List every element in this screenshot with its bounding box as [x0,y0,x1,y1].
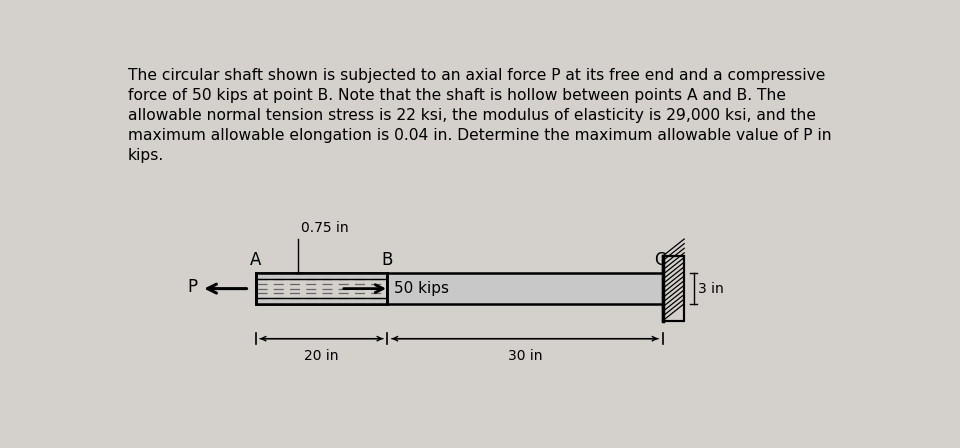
Text: force of 50 kips at point B. Note that the shaft is hollow between points A and : force of 50 kips at point B. Note that t… [128,88,785,103]
Text: The circular shaft shown is subjected to an axial force P at its free end and a : The circular shaft shown is subjected to… [128,68,826,82]
Bar [662,256,684,321]
Text: B: B [382,250,393,269]
Text: 0.75 in: 0.75 in [301,221,349,236]
Bar [255,273,388,280]
Text: kips.: kips. [128,148,164,163]
Text: A: A [250,250,261,269]
Bar [255,273,388,304]
Text: 3 in: 3 in [698,282,724,296]
Text: 50 kips: 50 kips [394,281,448,296]
Bar [388,273,662,304]
Bar [255,298,388,304]
Text: maximum allowable elongation is 0.04 in. Determine the maximum allowable value o: maximum allowable elongation is 0.04 in.… [128,128,831,142]
Bar [662,256,684,321]
Bar [255,273,388,304]
Text: C: C [654,250,665,269]
Text: allowable normal tension stress is 22 ksi, the modulus of elasticity is 29,000 k: allowable normal tension stress is 22 ks… [128,108,816,123]
Text: 20 in: 20 in [304,349,339,363]
Text: 30 in: 30 in [508,349,542,363]
Text: P: P [187,278,198,296]
